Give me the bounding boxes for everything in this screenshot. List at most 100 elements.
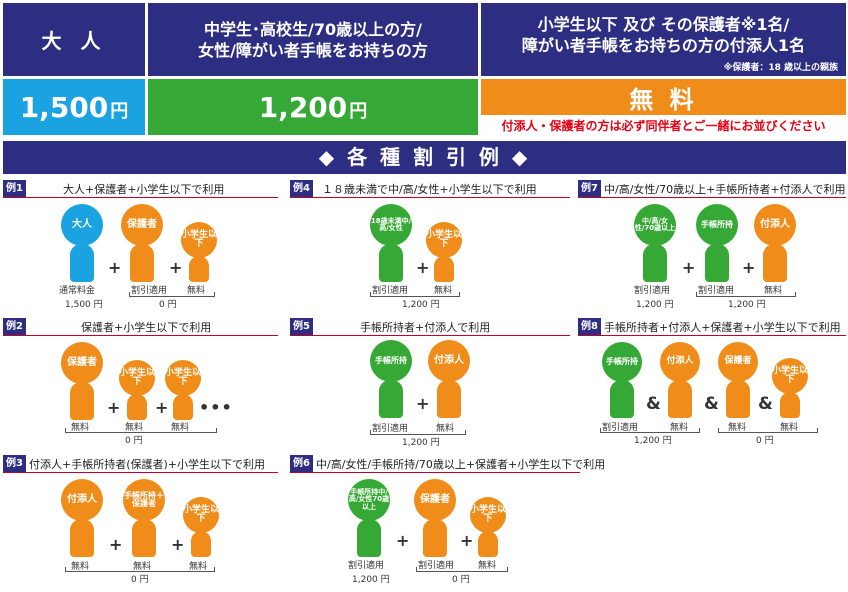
price-label: 0 円 xyxy=(452,575,470,585)
example-title: 手帳所持者+付添人+保護者+小学生以下で利用 xyxy=(604,321,841,334)
bracket xyxy=(718,428,818,433)
fee-label: 無料 xyxy=(133,562,152,572)
fee-label: 割引適用 xyxy=(131,286,168,296)
example-title: 中/高/女性/70歳以上+手帳所持者+付添人で利用 xyxy=(604,183,846,196)
fee-label: 無料 xyxy=(728,423,747,433)
person-body xyxy=(763,244,787,282)
ellipsis: ••• xyxy=(199,398,233,417)
person-body xyxy=(643,244,667,282)
example-tag: 例1 xyxy=(3,180,26,197)
bracket xyxy=(696,292,796,297)
person-head: 付添人 xyxy=(660,342,700,382)
person-head: 18歳未満中/高/女性 xyxy=(370,204,412,246)
example-5: 例5 手帳所持者+付添人で利用 手帳所持 + 付添人 割引適用 無料 1,200… xyxy=(290,318,570,448)
price-label: 1,200 円 xyxy=(402,300,440,310)
price-adult-unit: 円 xyxy=(110,101,129,122)
price-label: 1,200 円 xyxy=(728,300,766,310)
person-body xyxy=(423,519,447,557)
person-head: 中/高/女性/70歳以上 xyxy=(634,204,676,246)
fee-label: 割引適用 xyxy=(372,424,409,434)
person-body xyxy=(357,519,381,557)
person-body xyxy=(191,531,211,557)
price-label: 1,200 円 xyxy=(634,436,672,446)
fee-label: 無料 xyxy=(764,286,783,296)
bracket xyxy=(416,567,508,572)
example-2: 例2 保護者+小学生以下で利用 保護者 + 小学生以下 + 小学生以下 ••• … xyxy=(3,318,278,446)
person-head: 保護者 xyxy=(414,479,456,521)
person-head: 保護者 xyxy=(121,204,163,246)
person-head: 手帳所持 xyxy=(602,342,642,382)
plus-sign: + xyxy=(742,258,756,277)
example-1: 例1 大人+保護者+小学生以下で利用 大人 + 保護者 + 小学生以下 通常料金… xyxy=(3,180,278,310)
plus-sign: + xyxy=(396,531,410,550)
example-underline xyxy=(290,472,580,473)
fee-label: 無料 xyxy=(71,423,90,433)
bracket xyxy=(65,428,217,433)
example-title: １８歳未満で中/高/女性+小学生以下で利用 xyxy=(322,183,537,196)
example-tag: 例3 xyxy=(3,455,26,472)
example-3: 例3 付添人+手帳所持者(保護者)+小学生以下で利用 付添人 + 手帳所持＋保護… xyxy=(3,455,278,590)
person-head: 小学生以下 xyxy=(165,360,201,396)
example-tag: 例2 xyxy=(3,318,26,335)
plus-sign: + xyxy=(169,258,183,277)
header-student: 中学生･高校生/70歳以上の方/ 女性/障がい者手帳をお持ちの方 xyxy=(148,3,478,76)
person-head: 保護者 xyxy=(61,342,103,384)
fee-label: 割引適用 xyxy=(698,286,735,296)
person-body xyxy=(379,380,403,418)
person-head: 手帳所持 xyxy=(696,204,738,246)
example-title: 保護者+小学生以下で利用 xyxy=(81,321,212,334)
price-adult-number: 1,500 xyxy=(19,90,109,124)
person-body xyxy=(70,519,94,557)
person-body xyxy=(127,394,147,420)
example-underline xyxy=(290,335,570,336)
price-adult: 1,500 円 xyxy=(3,79,145,135)
price-label: 0 円 xyxy=(159,300,177,310)
ampersand: & xyxy=(704,394,719,414)
ampersand: & xyxy=(646,394,661,414)
example-tag: 例7 xyxy=(578,180,601,197)
person-body xyxy=(705,244,729,282)
bracket xyxy=(370,430,466,435)
plus-sign: + xyxy=(682,258,696,277)
plus-sign: + xyxy=(109,535,123,554)
plus-sign: + xyxy=(108,258,122,277)
person-head: 手帳所持中/高/女性70歳以上 xyxy=(348,479,390,521)
person-head: 小学生以下 xyxy=(181,222,217,258)
plus-sign: + xyxy=(416,394,430,413)
person-head: 小学生以下 xyxy=(183,497,219,533)
person-head: 付添人 xyxy=(754,204,796,246)
header-child-note: ※保護者：18 歳以上の親族 xyxy=(723,63,838,73)
fee-label: 無料 xyxy=(171,423,190,433)
free-note: 付添人・保護者の方は必ず同伴者とご一緒にお並びください xyxy=(501,119,826,133)
bracket xyxy=(65,567,215,572)
example-tag: 例4 xyxy=(290,180,313,197)
fee-label: 無料 xyxy=(670,423,689,433)
person-head: 保護者 xyxy=(718,342,758,382)
person-body xyxy=(726,380,750,418)
price-label: 0 円 xyxy=(756,436,774,446)
fee-label: 無料 xyxy=(780,423,799,433)
plus-sign: + xyxy=(155,398,169,417)
price-student-number: 1,200 xyxy=(258,90,348,124)
example-underline xyxy=(578,197,846,198)
price-student: 1,200 円 xyxy=(148,79,478,135)
bracket xyxy=(129,292,215,297)
price-free-label: 無 料 xyxy=(629,85,698,114)
price-label: 1,200 円 xyxy=(402,438,440,448)
plus-sign: + xyxy=(107,398,121,417)
example-tag: 例5 xyxy=(290,318,313,335)
example-underline xyxy=(290,197,570,198)
header-student-line1: 中学生･高校生/70歳以上の方/ xyxy=(204,19,422,39)
price-student-unit: 円 xyxy=(349,101,368,122)
person-body xyxy=(434,256,454,282)
fee-label: 無料 xyxy=(71,562,90,572)
example-6: 例6 中/高/女性/手帳所持/70歳以上+保護者+小学生以下で利用 手帳所持中/… xyxy=(290,455,605,590)
bracket xyxy=(600,428,700,433)
example-underline xyxy=(578,335,846,336)
person-head: 小学生以下 xyxy=(772,358,808,394)
example-underline xyxy=(3,335,278,336)
example-7: 例7 中/高/女性/70歳以上+手帳所持者+付添人で利用 中/高/女性/70歳以… xyxy=(578,180,846,310)
example-tag: 例8 xyxy=(578,318,601,335)
fee-label: 無料 xyxy=(187,286,206,296)
plus-sign: + xyxy=(460,531,474,550)
